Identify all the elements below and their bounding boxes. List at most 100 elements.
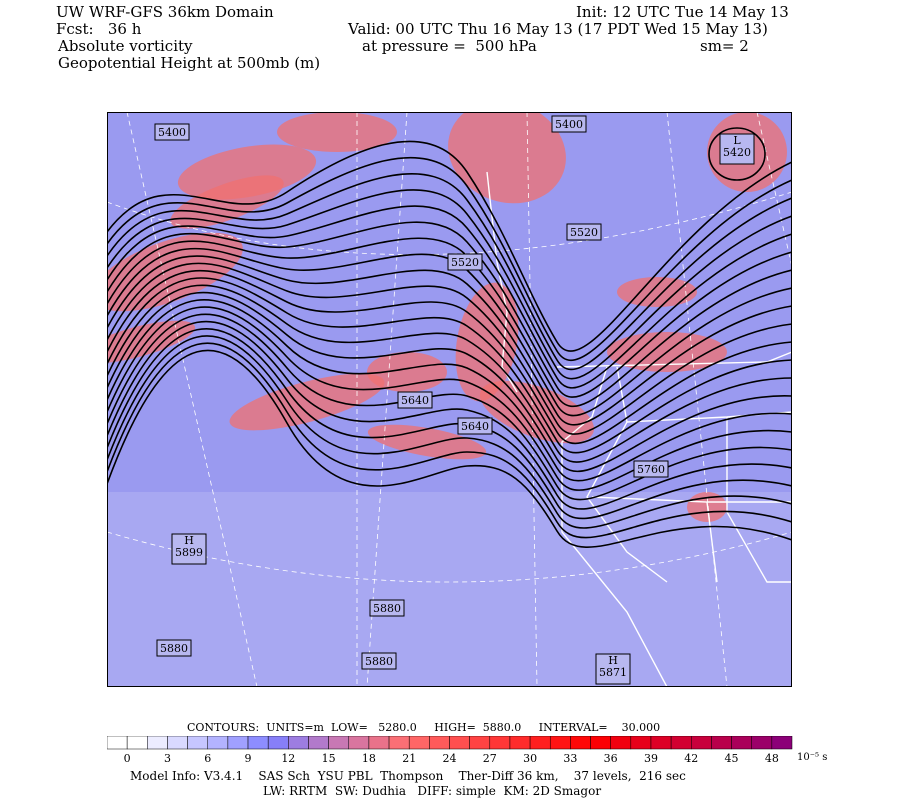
forecast-hour: Fcst: 36 h bbox=[56, 20, 142, 38]
height-contour bbox=[107, 284, 792, 463]
border-line bbox=[726, 417, 792, 583]
colorbar-box bbox=[247, 736, 269, 750]
height-contour bbox=[107, 335, 792, 529]
valid-time: Valid: 00 UTC Thu 16 May 13 (17 PDT Wed … bbox=[348, 20, 768, 38]
colorbar-tick: 0 bbox=[124, 752, 131, 765]
colorbar-tick: 12 bbox=[281, 752, 295, 765]
svg-text:5880: 5880 bbox=[365, 655, 393, 668]
field-name-shaded: Absolute vorticity bbox=[58, 37, 193, 55]
svg-text:5640: 5640 bbox=[401, 394, 429, 407]
colorbar-tick: 27 bbox=[483, 752, 497, 765]
pressure-level: at pressure = 500 hPa bbox=[362, 37, 537, 55]
contour-label: 5520 bbox=[566, 223, 602, 241]
height-contour bbox=[107, 262, 792, 435]
vorticity-maximum bbox=[617, 277, 697, 307]
colorbar-tick: 3 bbox=[164, 752, 171, 765]
colorbar-tick: 9 bbox=[245, 752, 252, 765]
graticule-line bbox=[666, 112, 728, 687]
height-contour bbox=[107, 277, 792, 454]
vorticity-maximum bbox=[479, 380, 595, 444]
low-vorticity-area bbox=[107, 492, 792, 687]
colorbar-box bbox=[267, 736, 289, 750]
colorbar-tick: 18 bbox=[362, 752, 376, 765]
vorticity-maximum bbox=[448, 112, 566, 204]
colorbar-box bbox=[590, 736, 611, 750]
colorbar-tick: 36 bbox=[604, 752, 618, 765]
colorbar-box bbox=[650, 736, 672, 750]
contour-label: 5520 bbox=[447, 253, 483, 271]
colorbar-box bbox=[308, 736, 329, 750]
colorbar-box bbox=[489, 736, 511, 750]
vorticity-maximum bbox=[107, 232, 243, 312]
colorbar-box bbox=[771, 736, 793, 750]
height-contour bbox=[107, 291, 792, 473]
colorbar-box bbox=[348, 736, 370, 750]
colorbar-box bbox=[610, 736, 632, 750]
svg-text:5420: 5420 bbox=[723, 146, 751, 159]
colorbar-box bbox=[107, 736, 128, 750]
weather-map: 54005400L542055205520564056405760H589958… bbox=[107, 112, 792, 687]
contour-label: 5400 bbox=[551, 115, 587, 133]
colorbar-box bbox=[227, 736, 249, 750]
svg-text:5871: 5871 bbox=[599, 666, 627, 679]
contour-label: 5640 bbox=[397, 391, 433, 409]
colorbar-box bbox=[167, 736, 188, 750]
height-contour bbox=[107, 313, 792, 501]
svg-text:5520: 5520 bbox=[451, 256, 479, 269]
colorbar-box bbox=[408, 736, 430, 750]
height-contour bbox=[107, 342, 792, 539]
colorbar-tick: 21 bbox=[402, 752, 416, 765]
colorbar-box bbox=[751, 736, 773, 750]
colorbar-tick: 45 bbox=[725, 752, 739, 765]
contour-info: CONTOURS: UNITS=m LOW= 5280.0 HIGH= 5880… bbox=[187, 721, 661, 734]
colorbar-box bbox=[711, 736, 732, 750]
contour-label: 5880 bbox=[156, 639, 192, 657]
colorbar-tick: 48 bbox=[765, 752, 779, 765]
colorbar-box bbox=[670, 736, 692, 750]
colorbar-box bbox=[388, 736, 410, 750]
height-contour bbox=[107, 255, 792, 426]
svg-text:5760: 5760 bbox=[637, 463, 665, 476]
colorbar-box bbox=[328, 736, 350, 750]
colorbar-box bbox=[469, 736, 491, 750]
colorbar-tick: 24 bbox=[443, 752, 457, 765]
colorbar-tick: 39 bbox=[644, 752, 658, 765]
svg-text:5899: 5899 bbox=[175, 546, 203, 559]
height-contour bbox=[107, 140, 792, 352]
height-contour bbox=[107, 349, 792, 548]
height-contour bbox=[107, 221, 792, 398]
svg-text:5400: 5400 bbox=[158, 126, 186, 139]
colorbar-box bbox=[147, 736, 168, 750]
height-contour bbox=[107, 328, 792, 520]
smoothing: sm= 2 bbox=[700, 37, 749, 55]
vorticity-maximum bbox=[367, 424, 487, 460]
svg-text:L: L bbox=[733, 134, 741, 147]
contour-label: 5400 bbox=[154, 123, 190, 141]
colorbar-box bbox=[449, 736, 470, 750]
contour-label: 5880 bbox=[361, 652, 397, 670]
colorbar-tick: 30 bbox=[523, 752, 537, 765]
colorbar-box bbox=[288, 736, 309, 750]
height-contour bbox=[107, 173, 792, 371]
svg-text:H: H bbox=[184, 534, 194, 547]
height-contour bbox=[107, 306, 792, 491]
contour-label: 5880 bbox=[369, 599, 405, 617]
map-frame bbox=[107, 112, 792, 687]
svg-text:5880: 5880 bbox=[373, 602, 401, 615]
physics-info: LW: RRTM SW: Dudhia DIFF: simple KM: 2D … bbox=[263, 784, 602, 798]
low-contour bbox=[708, 127, 766, 181]
colorbar-box bbox=[187, 736, 208, 750]
contour-label: 5640 bbox=[457, 417, 493, 435]
height-contour bbox=[107, 299, 792, 482]
svg-text:5640: 5640 bbox=[461, 420, 489, 433]
height-contour bbox=[107, 189, 792, 380]
graticule-line bbox=[366, 112, 408, 687]
colorbar-box bbox=[529, 736, 551, 750]
colorbar-tick: 42 bbox=[684, 752, 698, 765]
model-info: Model Info: V3.4.1 SAS Sch YSU PBL Thomp… bbox=[130, 769, 686, 783]
graticule-line bbox=[526, 112, 538, 687]
